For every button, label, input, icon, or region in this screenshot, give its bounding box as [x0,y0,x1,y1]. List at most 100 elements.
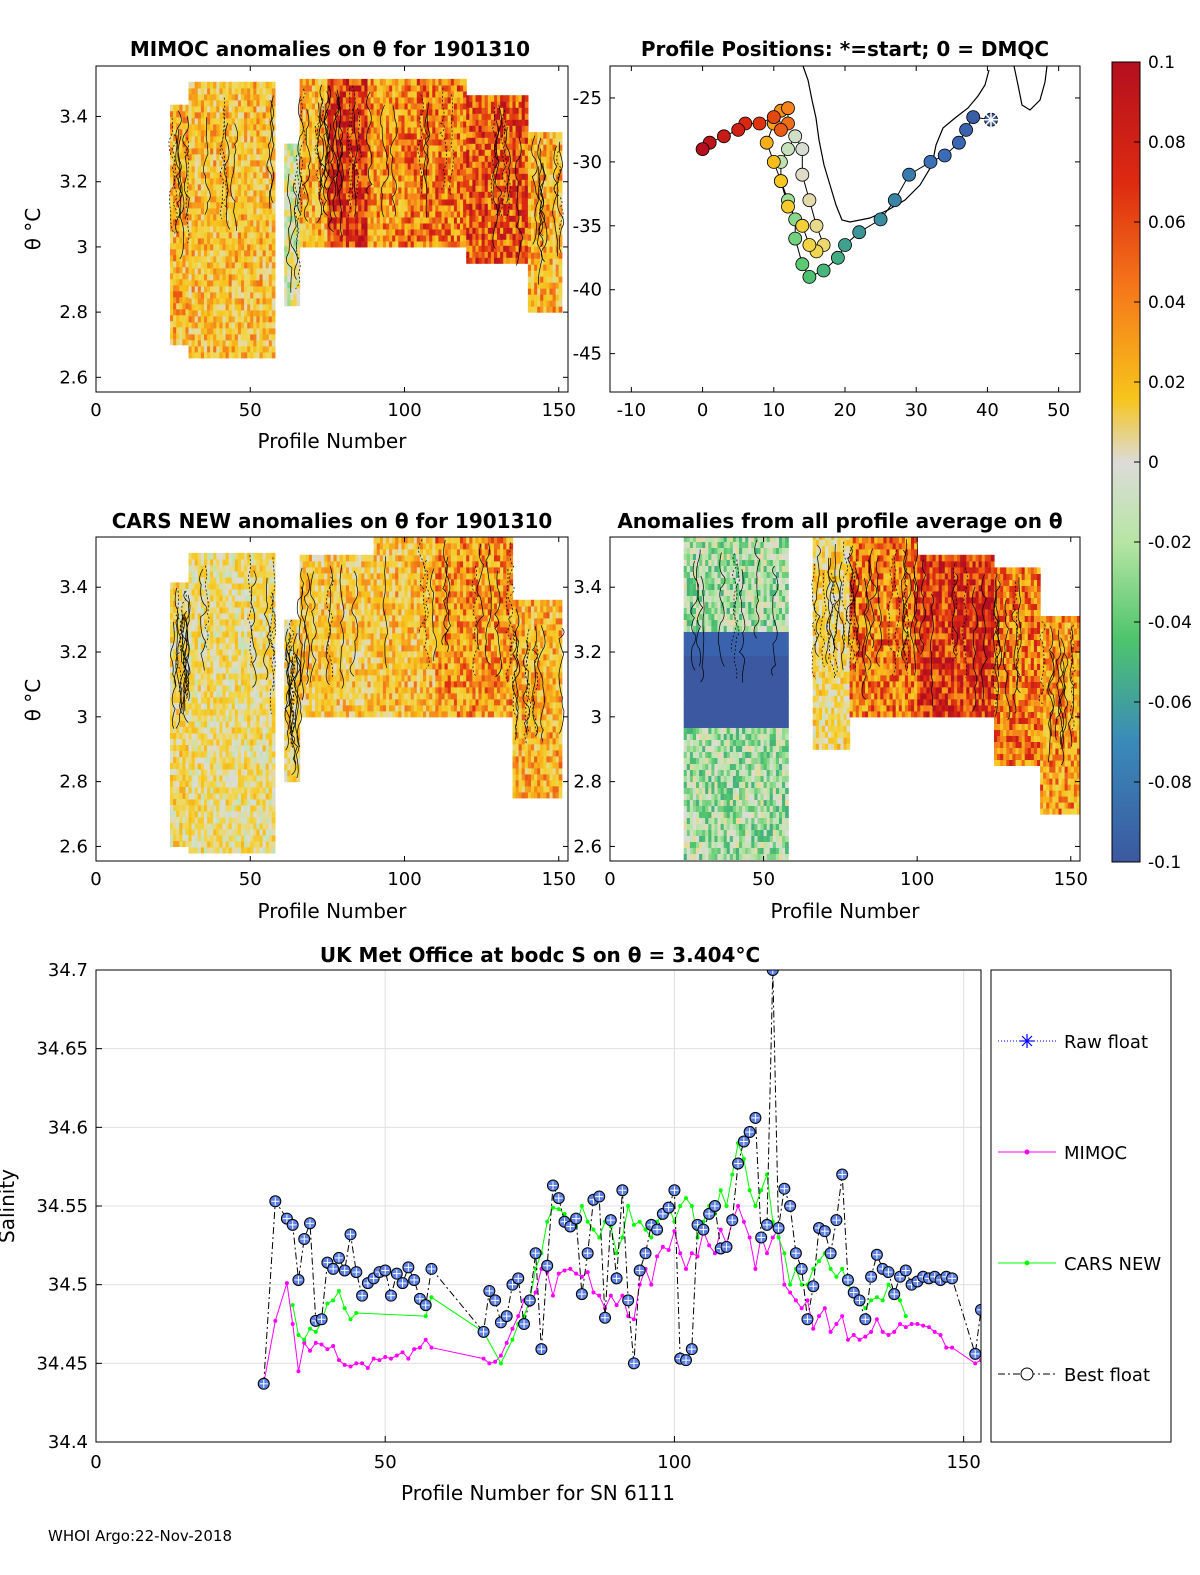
colorbar-tick-label: 0.02 [1148,373,1186,393]
mimoc-point [857,1337,862,1342]
mimoc-point [741,1219,746,1224]
positions-panel: Profile Positions: *=start; 0 = DMQC -10… [573,37,1081,421]
y-tick-label: -40 [573,280,602,301]
y-tick-label: 3 [77,237,88,258]
y-tick-label: -30 [573,152,602,173]
mimoc-point [417,1345,422,1350]
cars-point [649,1235,654,1240]
y-tick-label: 2.6 [59,836,88,857]
x-tick-label: -10 [617,400,646,421]
position-point [781,142,795,157]
x-tick-label: 100 [657,1452,691,1473]
cars-title: CARS NEW anomalies on θ for 1901310 [112,509,553,533]
mimoc-point [516,1314,521,1319]
cars-point [817,1259,822,1264]
position-point [781,199,795,214]
position-point [831,250,845,265]
cars-point [325,1301,330,1306]
mimoc-point [840,1314,845,1319]
mimoc-point [880,1329,885,1334]
mimoc-point [851,1333,856,1338]
position-point [766,110,781,124]
mimoc-point [394,1353,399,1358]
cars-point [348,1317,353,1322]
colorbar-tick-label: 0.1 [1148,53,1175,73]
mimoc-point [591,1290,596,1295]
mimoc-point [550,1293,555,1298]
mimoc-point [608,1293,613,1298]
mimoc-point [389,1356,393,1361]
cars-axes [95,536,569,862]
position-point [795,167,810,182]
cars-point [620,1235,625,1240]
position-point [759,135,774,150]
start-marker [984,113,998,127]
mimoc-point [718,1227,723,1232]
footer-credit: WHOI Argo:22-Nov-2018 [48,1527,232,1545]
legend-label: MIMOC [1064,1143,1127,1164]
y-tick-label: -35 [573,216,602,237]
cars-point [614,1251,619,1256]
cars-point [811,1266,816,1271]
salinity-xlabel: Profile Number for SN 6111 [401,1481,675,1505]
mimoc-point [302,1340,307,1345]
x-tick-label: 30 [905,400,928,421]
mimoc-point [834,1322,839,1326]
mimoc-point [950,1345,955,1350]
position-point [809,218,824,233]
x-tick-label: 0 [697,400,708,421]
mimoc-point [585,1270,590,1275]
mimoc-point [406,1356,411,1361]
mimoc-point [660,1244,665,1249]
salinity-ylabel: Salinity [0,1169,19,1243]
x-tick-label: 0 [90,400,101,421]
mimoc-point [481,1356,486,1361]
colorbar-tick-label: -0.1 [1148,853,1181,873]
mimoc-point [533,1290,538,1295]
mimoc-point [371,1356,376,1361]
position-point [937,148,952,163]
mimoc-point [753,1266,758,1271]
mimoc-point [412,1347,417,1352]
y-tick-label: 34.4 [48,1432,88,1453]
x-tick-label: 0 [90,869,101,890]
mimoc-point [886,1333,891,1338]
positions-title: Profile Positions: *=start; 0 = DMQC [641,37,1049,61]
x-tick-label: 20 [834,400,857,421]
position-point [774,122,788,137]
position-point [717,129,731,144]
cars-point [342,1306,347,1311]
cars-point [689,1204,694,1208]
mimoc-point [938,1333,943,1338]
position-point [795,142,810,157]
position-point [959,122,973,137]
mimoc-point [782,1282,787,1287]
colorbar-tick-label: -0.04 [1148,613,1192,633]
mimoc-point [631,1317,636,1322]
mimoc-point [712,1251,717,1256]
mimoc-point [695,1254,700,1259]
mimoc-point [556,1271,561,1276]
mimoc-point [909,1322,914,1326]
legend: Raw float MIMOC CARS NEW Best float [990,969,1172,1443]
mimoc-point [678,1251,683,1256]
y-tick-label: 3.2 [573,642,602,663]
allavg-title: Anomalies from all profile average on θ [617,509,1062,533]
position-point [966,110,981,124]
position-point [752,116,767,131]
x-tick-label: 100 [387,400,421,421]
positions-axes [609,65,1081,393]
mimoc-point [932,1329,937,1334]
y-tick-label: 2.6 [59,367,88,388]
mimoc-point [799,1306,804,1311]
colorbar: 0.1 0.08 0.06 0.04 0.02 0 -0.02 -0.04 -0.06 -0.08… [1111,53,1192,873]
mimoc-point [649,1282,654,1287]
position-point [887,193,902,208]
mimoc-point [383,1355,388,1360]
cars-point [556,1207,561,1212]
salinity-panel: UK Met Office at bodc S on θ = 3.404°C 0… [0,943,982,1505]
cars-point [313,1329,318,1334]
position-point [731,122,746,137]
position-point [795,218,810,233]
position-point [838,238,852,252]
